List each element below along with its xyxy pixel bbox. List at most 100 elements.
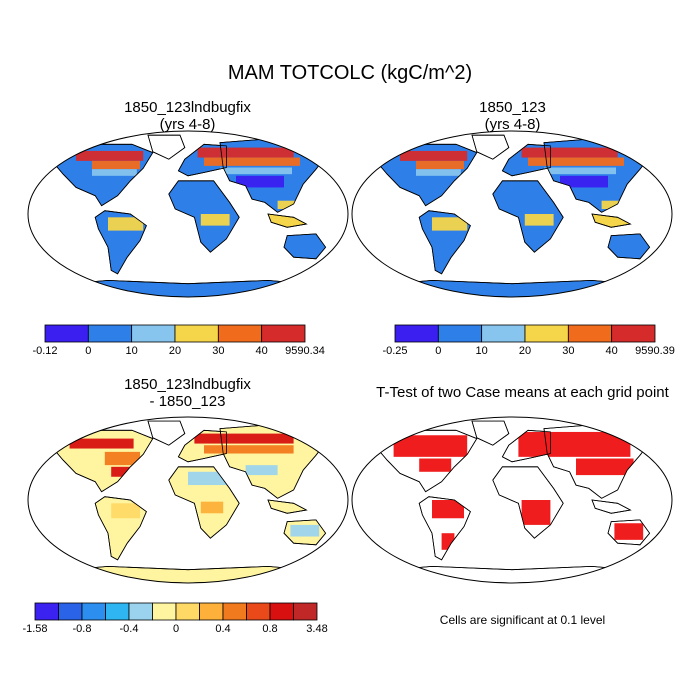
field-patch-7 (290, 524, 320, 537)
colorbar-tick-label: 0.4 (215, 623, 231, 635)
colorbar-swatch-4 (567, 324, 613, 343)
colorbar-tick-label: 0 (172, 623, 180, 635)
greenland-coastline (147, 420, 186, 446)
field-patch-3 (194, 433, 294, 444)
field-patch-6 (560, 175, 608, 188)
panel-3-title-line2: - 1850_123 (149, 393, 226, 410)
indonesia-coastline (267, 499, 308, 514)
field-patch-6 (614, 523, 644, 540)
field-patch-0 (400, 150, 468, 161)
colorbar-tick-label: 9590.39 (635, 345, 675, 357)
map-border (27, 130, 349, 298)
field-patch-3 (521, 147, 618, 158)
field-patch-5 (521, 500, 551, 525)
south-america-coastline (418, 496, 471, 561)
colorbar-tick-label: -0.12 (32, 345, 58, 357)
colorbar-swatch-10 (269, 602, 294, 621)
panel-2-title-line1: 1850_123 (479, 99, 546, 116)
panel-3-title-line1: 1850_123lndbugfix (124, 376, 251, 393)
panel-1-title-line1: 1850_123lndbugfix (124, 99, 251, 116)
indonesia-coastline (591, 213, 632, 228)
north-america-coastline (49, 143, 154, 207)
south-america-coastline (94, 496, 147, 561)
colorbar-tick-label: 40 (255, 345, 268, 357)
significance-footnote: Cells are significant at 0.1 level (439, 613, 606, 627)
africa-coastline (492, 466, 564, 539)
australia-coastline (607, 519, 651, 546)
field-patch-2 (518, 431, 631, 457)
field-patch-7 (432, 217, 468, 231)
colorbar-swatch-1 (437, 324, 483, 343)
colorbar-swatch-4 (217, 324, 263, 343)
colorbar-swatch-5 (261, 324, 306, 343)
colorbar-swatch-0 (44, 324, 89, 343)
europe-coastline (177, 429, 227, 463)
field-patch-5 (188, 471, 227, 486)
north-america-coastline (373, 143, 478, 207)
field-patch-9 (601, 200, 624, 210)
field-patch-4 (528, 157, 624, 166)
colorbar-tick-label: 30 (562, 345, 575, 357)
greenland-coastline (147, 134, 186, 160)
colorbar-tick-label: 0 (85, 345, 92, 357)
field-patch-6 (245, 465, 278, 476)
panel-3-title: 1850_123lndbugfix - 1850_123 (25, 376, 350, 410)
colorbar-tick-label: -0.25 (382, 345, 408, 357)
field-patch-0 (393, 435, 468, 457)
colorbar-swatch-8 (222, 602, 247, 621)
field-patch-5 (220, 167, 292, 175)
colorbar-tick-label: 9590.34 (285, 345, 325, 357)
colorbar-swatch-3 (524, 324, 569, 343)
field-patch-1 (416, 160, 464, 170)
main-title: MAM TOTCOLC (kgC/m^2) (227, 62, 473, 84)
africa-coastline (168, 180, 240, 253)
colorbar-tick-label: 10 (125, 345, 138, 357)
field-patch-2 (92, 169, 137, 176)
colorbar-swatch-6 (175, 602, 200, 621)
south-america-coastline (94, 210, 147, 275)
europe-coastline (177, 143, 227, 177)
field-patch-9 (200, 501, 224, 514)
colorbar-1 (44, 324, 306, 343)
colorbar-3 (34, 602, 318, 621)
australia-coastline (283, 233, 327, 260)
europe-coastline (501, 143, 551, 177)
panel-2-title-line2: (yrs 4-8) (484, 116, 541, 133)
field-patch-6 (236, 175, 284, 188)
colorbar-tick-label: 0 (435, 345, 442, 357)
australia-coastline (607, 233, 651, 260)
colorbar-tick-label: -0.4 (119, 623, 139, 635)
colorbar-tick-label: 40 (605, 345, 618, 357)
colorbar-swatch-0 (394, 324, 439, 343)
map-panel-3 (27, 416, 349, 584)
panel-4-title-line1: T-Test of two Case means at each grid po… (376, 384, 669, 401)
colorbar-swatch-3 (174, 324, 219, 343)
colorbar-2 (394, 324, 656, 343)
africa-coastline (168, 466, 240, 539)
map-panel-1 (27, 130, 349, 298)
north-america-coastline (49, 429, 154, 493)
colorbar-tick-label: 20 (518, 345, 532, 357)
colorbar-swatch-3 (105, 602, 130, 621)
field-patch-3 (576, 458, 634, 476)
colorbar-swatch-7 (199, 602, 224, 621)
panel-1-title: 1850_123lndbugfix (yrs 4-8) (25, 99, 350, 133)
colorbar-tick-label: 10 (475, 345, 488, 357)
field-patch-8 (200, 214, 230, 226)
colorbar-tick-label: 20 (168, 345, 182, 357)
colorbar-swatch-2 (81, 602, 106, 621)
colorbar-tick-label: -0.8 (72, 623, 92, 635)
field-patch-0 (76, 150, 144, 161)
colorbar-swatch-2 (481, 324, 526, 343)
colorbar-swatch-1 (87, 324, 133, 343)
colorbar-swatch-11 (293, 602, 318, 621)
colorbar-swatch-5 (152, 602, 177, 621)
field-patch-2 (111, 466, 137, 477)
colorbar-tick-label: 30 (212, 345, 225, 357)
field-patch-4 (204, 445, 294, 454)
field-patch-1 (419, 458, 452, 472)
map-border (27, 416, 349, 584)
field-patch-0 (69, 438, 134, 449)
north-america-coastline (373, 429, 478, 493)
